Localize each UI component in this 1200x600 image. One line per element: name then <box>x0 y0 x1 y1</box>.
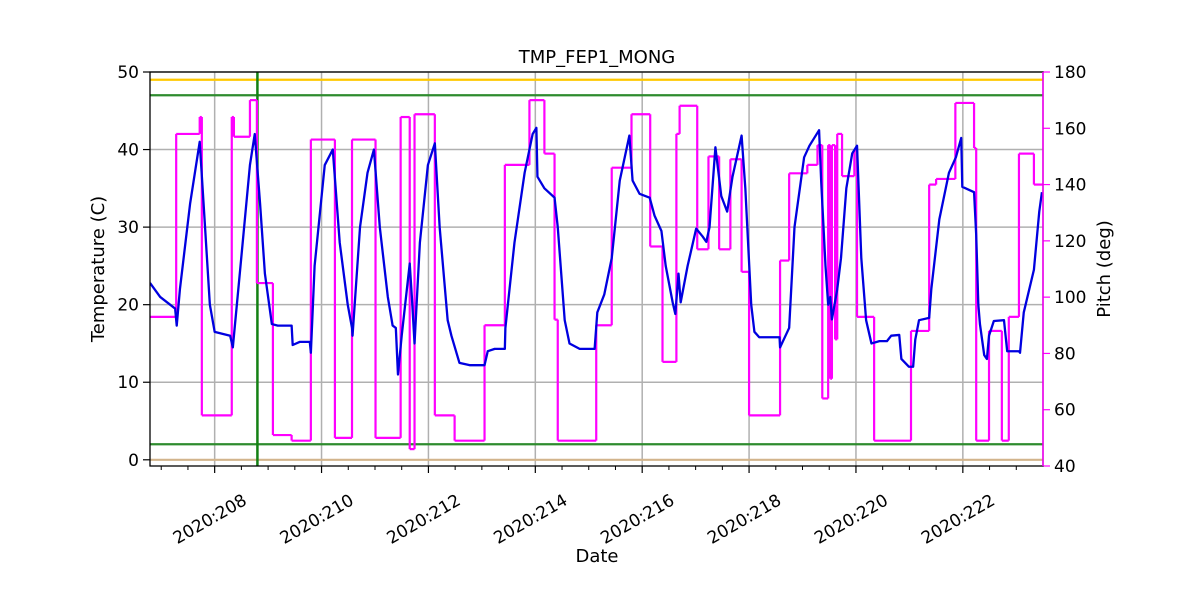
y-tick-label: 0 <box>128 451 139 471</box>
y2-tick-label: 140 <box>1054 176 1086 196</box>
y2-tick-label: 100 <box>1054 288 1086 308</box>
chart-title: TMP_FEP1_MONG <box>518 47 676 68</box>
x-tick-label: 2020:216 <box>597 491 678 549</box>
x-tick-label: 2020:208 <box>170 491 251 549</box>
y2-tick-label: 120 <box>1054 232 1086 252</box>
x-tick-label: 2020:210 <box>277 491 358 549</box>
y-axis-label: Temperature (C) <box>88 196 109 343</box>
y2-axis-label: Pitch (deg) <box>1094 220 1115 318</box>
y2-tick-label: 80 <box>1054 344 1076 364</box>
x-tick-label: 2020:214 <box>491 491 572 549</box>
x-tick-label: 2020:222 <box>918 491 999 549</box>
y-tick-label: 10 <box>117 373 139 393</box>
x-tick-label: 2020:212 <box>384 491 465 549</box>
y-tick-label: 30 <box>117 218 139 238</box>
x-tick-label: 2020:220 <box>811 491 892 549</box>
series-line <box>150 126 1043 376</box>
y2-tick-label: 40 <box>1054 457 1076 477</box>
x-tick-label: 2020:218 <box>704 491 785 549</box>
y-tick-label: 40 <box>117 141 139 161</box>
y2-tick-label: 180 <box>1054 63 1086 83</box>
y2-tick-label: 160 <box>1054 119 1086 139</box>
y2-tick-label: 60 <box>1054 401 1076 421</box>
step-connector <box>175 100 1036 450</box>
x-axis-label: Date <box>575 546 618 567</box>
y-tick-label: 50 <box>117 63 139 83</box>
y-tick-label: 20 <box>117 296 139 316</box>
